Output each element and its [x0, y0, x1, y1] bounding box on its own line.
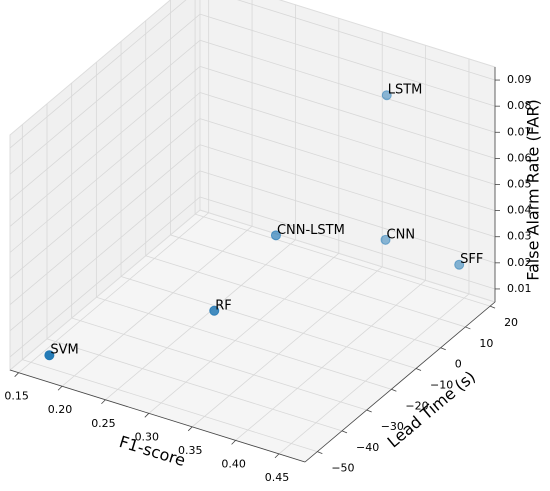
z-tick-label: 0.07	[507, 125, 532, 138]
grid-line	[9, 196, 201, 358]
point	[44, 350, 55, 361]
point-label: SFF	[460, 252, 483, 267]
grid-line	[9, 0, 187, 149]
x-tick	[274, 453, 280, 459]
y-tick-label: −20	[405, 399, 428, 412]
grid-line	[199, 170, 496, 264]
y-tick-label: −30	[381, 420, 404, 433]
grid-line	[9, 118, 201, 279]
x-axis-line	[9, 369, 306, 463]
grid-line	[199, 66, 496, 159]
grid-line	[9, 170, 201, 332]
y-tick	[391, 388, 397, 392]
point	[381, 90, 392, 101]
point	[270, 230, 281, 241]
grid-line	[9, 39, 201, 201]
y-tick	[489, 305, 496, 309]
x-tick-label: 0.45	[265, 471, 290, 484]
x-tick	[101, 399, 106, 405]
y-tick	[440, 347, 446, 351]
grid-line	[194, 213, 491, 307]
grid-line	[170, 234, 466, 328]
y-tick-label: −10	[430, 378, 453, 391]
y-tick-label: 20	[504, 316, 518, 329]
point-label: CNN	[387, 227, 416, 242]
grid-line	[191, 266, 383, 428]
x-tick	[57, 385, 63, 391]
z-tick-label: 0.02	[507, 256, 532, 269]
z-tick-label: 0.05	[507, 178, 532, 191]
grid-line	[105, 239, 296, 401]
grid-line	[9, 66, 201, 227]
x-tick	[144, 413, 150, 418]
grid-line	[61, 225, 253, 387]
z-tick-label: 0.06	[507, 151, 532, 164]
y-tick-label: 0	[455, 358, 462, 371]
grid-line	[235, 280, 426, 441]
point-label: CNN-LSTM	[277, 223, 345, 238]
left-pane	[9, 0, 201, 372]
x-tick	[231, 440, 236, 445]
z-tick-label: 0.09	[507, 73, 532, 86]
x-tick	[14, 372, 19, 377]
y-tick	[366, 409, 372, 413]
grid-line	[46, 338, 343, 432]
grid-line	[96, 296, 392, 390]
x-tick-label: 0.25	[91, 417, 116, 430]
grid-line	[22, 359, 318, 452]
x-tick-label: 0.30	[135, 430, 160, 443]
point	[454, 259, 465, 270]
grid-line	[9, 92, 201, 253]
point	[209, 305, 220, 316]
grid-line	[236, 0, 496, 81]
y-tick-label: −40	[356, 441, 379, 454]
grid-line	[18, 212, 209, 374]
grid-line	[199, 144, 496, 238]
y-tick	[341, 430, 348, 434]
y-tick	[317, 451, 323, 454]
point	[380, 234, 391, 245]
z-tick-label: 0.08	[507, 99, 532, 112]
z-tick-label: 0.01	[507, 282, 532, 295]
grid-line	[199, 92, 496, 185]
grid-line	[9, 144, 201, 306]
grid-line	[199, 118, 496, 211]
y-tick	[465, 326, 471, 330]
y-tick-label: −50	[331, 462, 354, 475]
grid-line	[199, 39, 496, 133]
z-tick-label: 0.03	[507, 230, 532, 243]
grid-line	[71, 317, 367, 411]
y-tick-label: 10	[479, 337, 493, 350]
x-tick-label: 0.15	[4, 390, 29, 403]
z-tick-label: 0.04	[507, 204, 532, 217]
x-tick-label: 0.35	[178, 444, 203, 457]
point-label: RF	[215, 298, 232, 313]
grid-line	[278, 293, 470, 455]
point-label: LSTM	[388, 83, 423, 98]
y-tick	[415, 368, 422, 371]
point-label: SVM	[50, 343, 78, 358]
x-tick-label: 0.40	[221, 457, 246, 470]
grid-line	[199, 196, 496, 290]
x-tick	[187, 426, 193, 432]
grid-line	[9, 13, 201, 175]
z-axis-label: False Alarm Rate (FAR)	[524, 99, 543, 280]
grid-line	[145, 255, 441, 349]
x-tick-label: 0.20	[48, 403, 73, 416]
grid-line	[199, 13, 496, 107]
grid-line	[120, 276, 417, 369]
grid-line	[148, 252, 340, 414]
y-axis-line	[304, 301, 496, 463]
